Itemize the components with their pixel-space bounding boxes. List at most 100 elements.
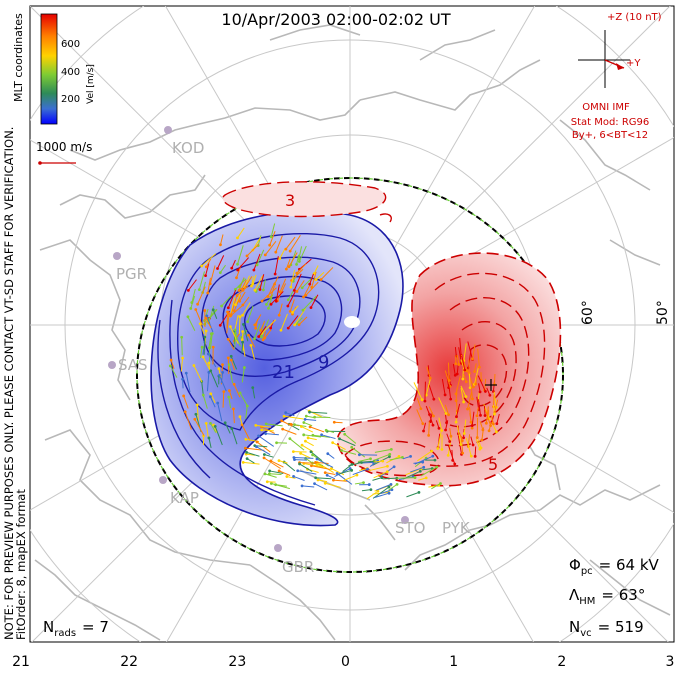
velocity-vector-origin <box>291 450 295 454</box>
velocity-vector-origin <box>230 266 234 270</box>
velocity-vector-origin <box>218 271 222 275</box>
velocity-vector <box>425 377 432 396</box>
velocity-vector-origin <box>228 325 232 329</box>
velocity-vector-origin <box>226 310 229 314</box>
velocity-vector-origin <box>274 299 278 303</box>
velocity-vector-origin <box>277 459 281 463</box>
station-sas: SAS <box>118 356 148 374</box>
velocity-vector <box>230 296 238 316</box>
velocity-vector <box>388 483 398 491</box>
velocity-vector-origin <box>207 361 211 365</box>
velocity-vector <box>239 277 245 288</box>
velocity-vector <box>325 482 341 488</box>
velocity-vector <box>448 384 452 400</box>
velocity-vector-origin <box>432 414 435 418</box>
velocity-vector-origin <box>388 455 391 459</box>
velocity-vector <box>293 273 302 291</box>
velocity-vector-origin <box>401 456 404 459</box>
velocity-vector-origin <box>493 412 496 416</box>
velocity-vector-origin <box>247 333 250 337</box>
velocity-vector <box>301 426 314 433</box>
velocity-vector-origin <box>302 421 306 424</box>
velocity-vector <box>311 465 331 470</box>
velocity-vector-origin <box>462 432 466 435</box>
velocity-vector-origin <box>466 407 469 411</box>
velocity-vector-origin <box>350 463 354 466</box>
velocity-vector-origin <box>462 436 465 440</box>
velocity-vector-origin <box>455 415 458 419</box>
velocity-vector-origin <box>235 294 239 297</box>
velocity-vector <box>208 437 212 448</box>
velocity-vector-origin <box>263 253 267 257</box>
velocity-vector <box>239 392 248 407</box>
velocity-vector <box>342 464 353 472</box>
velocity-vector <box>303 463 324 468</box>
station-markers <box>108 126 409 552</box>
velocity-vector-origin <box>219 243 222 247</box>
velocity-vector-origin <box>257 434 260 438</box>
velocity-vector <box>256 441 271 453</box>
velocity-vector-origin <box>469 454 473 458</box>
velocity-vector <box>287 291 296 307</box>
velocity-vector <box>264 241 277 256</box>
velocity-vector <box>230 356 238 370</box>
velocity-vector <box>253 253 261 271</box>
velocity-vector <box>452 363 456 376</box>
velocity-vector <box>438 417 443 431</box>
velocity-vector-origin <box>437 426 441 430</box>
velocity-vector-origin <box>413 476 417 479</box>
velocity-vector-origin <box>367 483 371 486</box>
velocity-vector-origin <box>246 320 249 324</box>
velocity-vector <box>445 420 449 431</box>
velocity-vector-origin <box>205 314 209 318</box>
velocity-vector-origin <box>236 236 239 240</box>
velocity-vector <box>331 468 345 476</box>
velocity-vector-origin <box>472 385 475 389</box>
velocity-vector <box>285 236 296 250</box>
velocity-vector-origin <box>326 452 330 456</box>
velocity-vector-origin <box>228 389 231 393</box>
velocity-vector-origin <box>314 476 318 480</box>
velocity-vector <box>196 404 199 424</box>
velocity-vector <box>269 230 276 246</box>
stat-phi: Φpc = 64 kV <box>569 556 660 577</box>
imf-model: Stat Mod: RG96 <box>571 117 650 128</box>
velocity-vector-origin <box>245 457 249 461</box>
velocity-vector <box>270 291 284 305</box>
velocity-vector-origin <box>471 397 474 401</box>
velocity-vector <box>303 422 313 427</box>
velocity-vector <box>428 406 434 417</box>
velocity-vector-origin <box>431 423 435 427</box>
velocity-vector <box>361 461 374 464</box>
velocity-vector <box>255 283 262 292</box>
velocity-vector <box>241 424 251 441</box>
velocity-vector-origin <box>288 249 292 253</box>
velocity-vector-origin <box>264 432 268 436</box>
station-kap: KAP <box>170 489 199 507</box>
velocity-vector-origin <box>293 323 297 327</box>
velocity-vector-origin <box>260 335 263 339</box>
velocity-vector <box>438 397 447 414</box>
velocity-vector <box>252 387 256 399</box>
velocity-vector-origin <box>291 310 294 314</box>
velocity-vector <box>291 268 304 281</box>
velocity-vector <box>259 274 265 290</box>
velocity-vector-origin <box>285 475 289 478</box>
velocity-vector <box>339 438 356 447</box>
stat-lambda: ΛHM = 63° <box>569 586 645 607</box>
velocity-vector-origin <box>262 456 266 460</box>
velocity-vector-origin <box>311 453 314 457</box>
velocity-vector-origin <box>300 443 304 447</box>
velocity-vector-origin <box>397 455 401 458</box>
velocity-vector <box>423 422 427 432</box>
velocity-vector <box>374 492 390 498</box>
velocity-vector <box>342 474 358 482</box>
velocity-vector-origin <box>237 289 241 292</box>
velocity-vector <box>478 383 481 392</box>
velocity-vector <box>336 473 353 485</box>
velocity-vector <box>373 460 383 463</box>
velocity-vector <box>207 353 217 368</box>
velocity-vector-origin <box>207 436 211 440</box>
velocity-vector <box>242 276 253 291</box>
